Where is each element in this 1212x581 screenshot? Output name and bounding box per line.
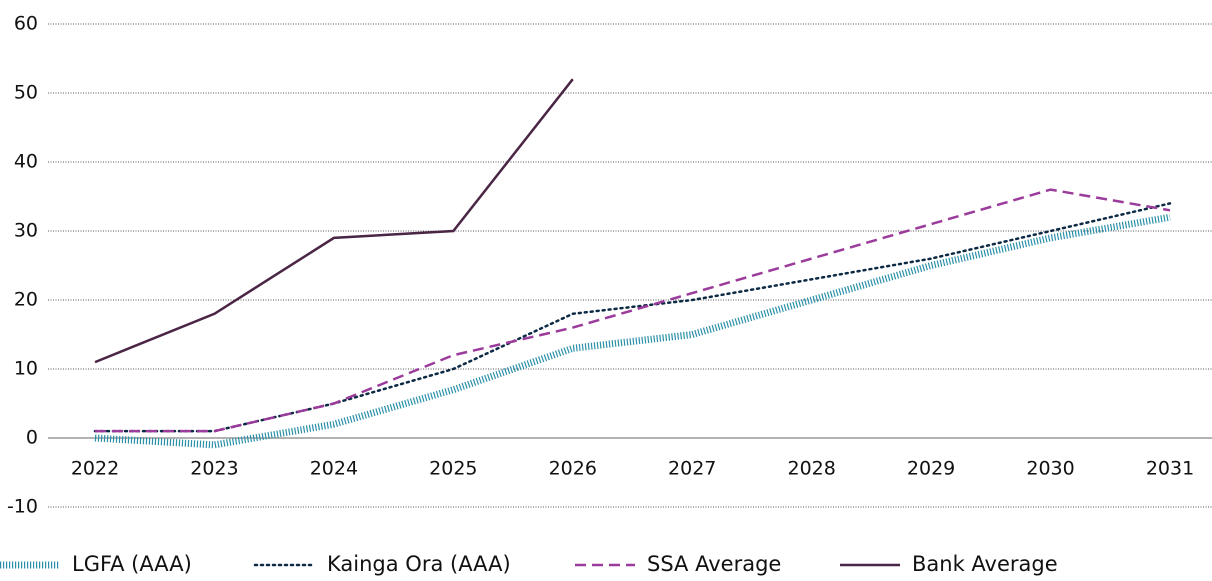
x-tick-label: 2027: [668, 458, 716, 480]
y-tick-label: 30: [14, 220, 38, 242]
x-tick-label: 2023: [190, 458, 238, 480]
y-tick-label: 10: [14, 358, 38, 380]
y-tick-label: -10: [7, 496, 38, 518]
legend-label: Kainga Ora (AAA): [327, 552, 511, 576]
y-tick-label: 40: [14, 151, 38, 173]
y-tick-label: 60: [14, 13, 38, 35]
legend-label: LGFA (AAA): [72, 552, 192, 576]
x-tick-label: 2028: [787, 458, 835, 480]
series-line: [94, 78, 574, 364]
legend-label: SSA Average: [647, 552, 781, 576]
series-line: [93, 202, 1172, 433]
x-tick-label: 2031: [1146, 458, 1194, 480]
x-tick-label: 2030: [1026, 458, 1074, 480]
x-tick-label: 2026: [549, 458, 597, 480]
x-tick-label: 2025: [429, 458, 477, 480]
series-line: [95, 188, 1171, 433]
series-line: [94, 213, 1171, 449]
y-tick-label: 0: [26, 427, 38, 449]
x-tick-label: 2029: [907, 458, 955, 480]
legend-label: Bank Average: [912, 552, 1058, 576]
y-tick-label: 50: [14, 82, 38, 104]
x-tick-label: 2022: [71, 458, 119, 480]
y-tick-label: 20: [14, 289, 38, 311]
x-tick-label: 2024: [310, 458, 358, 480]
